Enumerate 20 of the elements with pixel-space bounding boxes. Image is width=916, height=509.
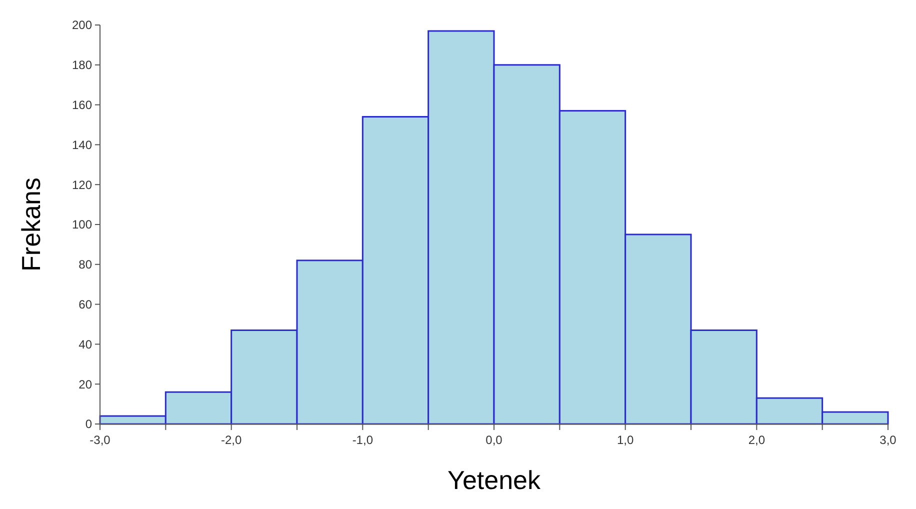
y-tick-label: 60 — [78, 298, 92, 312]
y-tick-label: 100 — [72, 218, 92, 232]
x-tick-label: -1,0 — [352, 433, 374, 447]
y-tick-label: 180 — [72, 58, 92, 72]
y-axis-title: Frekans — [16, 178, 46, 272]
x-tick-label: 2,0 — [748, 433, 766, 447]
y-tick-label: 120 — [72, 178, 92, 192]
y-tick-label: 200 — [72, 18, 92, 32]
x-tick-label: 0,0 — [486, 433, 503, 447]
y-tick-label: 40 — [78, 337, 92, 352]
y-tick-label: 140 — [72, 138, 92, 152]
x-tick-label: 1,0 — [616, 433, 634, 447]
x-tick-label: -3,0 — [90, 433, 111, 447]
y-tick-label: 160 — [72, 98, 92, 112]
y-tick-label: 80 — [78, 258, 92, 272]
y-tick-label: 0 — [85, 417, 92, 432]
x-tick-label: -2,0 — [220, 433, 242, 447]
x-axis-title: Yetenek — [447, 465, 542, 495]
x-tick-label: 3,0 — [880, 433, 897, 447]
y-tick-label: 20 — [78, 377, 92, 392]
